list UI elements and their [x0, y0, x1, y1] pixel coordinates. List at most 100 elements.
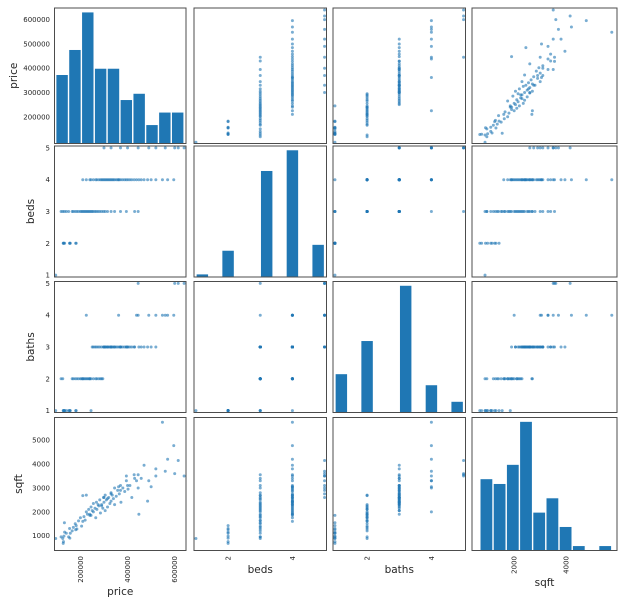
cell-border	[193, 7, 327, 144]
scatter-point	[480, 241, 484, 245]
scatter-point	[530, 89, 534, 93]
scatter-point	[365, 503, 369, 507]
scatter-point	[462, 55, 466, 59]
scatter-point	[258, 491, 262, 495]
scatter-point	[553, 59, 557, 63]
histogram-bar	[132, 93, 146, 144]
scatter-point	[146, 178, 150, 182]
cell-sqft-vs-baths	[332, 417, 466, 551]
scatter-point	[113, 503, 117, 507]
scatter-point	[493, 409, 497, 413]
scatter-point	[258, 504, 262, 508]
scatter-point	[160, 313, 164, 317]
scatter-point	[397, 503, 401, 507]
scatter-point	[163, 146, 167, 150]
scatter-point	[89, 513, 93, 517]
x-tick-label: 600000	[171, 556, 179, 583]
scatter-point	[495, 122, 499, 126]
scatter-point	[532, 345, 536, 349]
scatter-point	[540, 42, 544, 46]
scatter-point	[517, 345, 521, 349]
scatter-point	[569, 25, 573, 29]
scatter-point	[568, 146, 572, 150]
cell-sqft-vs-beds	[193, 417, 327, 551]
scatter-point	[323, 488, 327, 492]
scatter-point	[70, 529, 74, 533]
scatter-point	[290, 409, 294, 413]
scatter-point	[485, 210, 489, 213]
cell-border	[54, 281, 187, 413]
histogram-bar	[506, 464, 520, 551]
scatter-point	[530, 112, 534, 116]
scatter-point	[323, 495, 327, 499]
scatter-point	[333, 521, 337, 525]
scatter-point	[290, 42, 294, 46]
scatter-point	[91, 178, 95, 182]
scatter-point	[94, 500, 98, 504]
scatter-point	[365, 506, 369, 510]
scatter-point	[137, 512, 141, 516]
scatter-point	[556, 146, 560, 150]
scatter-point	[429, 178, 433, 182]
scatter-point	[365, 511, 369, 515]
scatter-point	[397, 55, 401, 59]
scatter-point	[489, 129, 493, 133]
scatter-point	[258, 74, 262, 78]
scatter-point	[610, 313, 614, 317]
scatter-point	[91, 501, 95, 505]
scatter-point	[290, 519, 294, 523]
histogram-bar	[158, 111, 172, 144]
scatter-point	[290, 463, 294, 467]
scatter-point	[323, 55, 327, 59]
scatter-point	[500, 131, 504, 135]
scatter-point	[258, 493, 262, 497]
scatter-point	[146, 499, 150, 503]
scatter-point	[258, 473, 262, 477]
scatter-point	[166, 178, 170, 182]
scatter-point	[258, 83, 262, 87]
scatter-point	[563, 345, 567, 349]
y-axis-label: baths	[25, 332, 37, 361]
scatter-point	[546, 313, 550, 317]
scatter-point	[333, 524, 337, 528]
cell-price-vs-beds	[193, 7, 327, 144]
scatter-point	[290, 485, 294, 489]
scatter-point	[502, 117, 506, 121]
scatter-point	[553, 210, 557, 213]
scatter-point	[94, 516, 98, 520]
scatter-point	[194, 409, 198, 413]
scatter-point	[84, 178, 88, 182]
scatter-point	[532, 75, 536, 79]
scatter-point	[258, 67, 262, 71]
scatter-point	[506, 115, 510, 119]
scatter-point	[323, 472, 327, 476]
cell-border	[471, 145, 618, 278]
scatter-point	[323, 484, 327, 488]
scatter-point	[397, 492, 401, 496]
scatter-point	[258, 89, 262, 93]
scatter-point	[323, 74, 327, 78]
scatter-point	[62, 534, 66, 538]
histogram-bar	[285, 149, 299, 278]
scatter-point	[258, 500, 262, 504]
scatter-point	[84, 377, 88, 381]
scatter-point	[103, 493, 107, 497]
scatter-point	[397, 512, 401, 516]
scatter-point	[429, 486, 433, 490]
scatter-point	[258, 484, 262, 488]
histogram-bar	[598, 545, 612, 551]
scatter-point	[333, 513, 337, 517]
scatter-point	[102, 500, 106, 504]
scatter-point	[226, 536, 230, 540]
histogram-bar	[81, 11, 95, 144]
scatter-point	[290, 512, 294, 516]
cell-border	[54, 145, 187, 278]
y-tick-label: 3	[46, 208, 50, 216]
scatter-point	[154, 345, 158, 349]
y-axis-label: price	[8, 63, 20, 89]
histogram-bar	[171, 111, 185, 144]
scatter-point	[554, 281, 558, 285]
scatter-point	[117, 492, 121, 496]
scatter-point	[136, 486, 140, 490]
scatter-point	[462, 8, 466, 12]
